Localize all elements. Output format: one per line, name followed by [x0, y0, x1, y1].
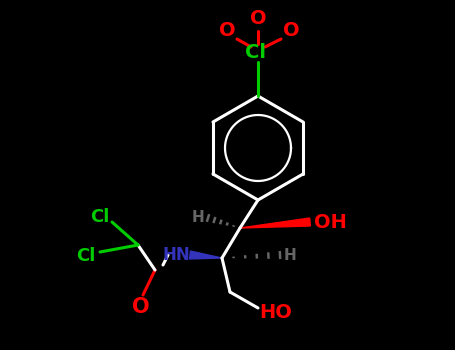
- Text: Cl: Cl: [246, 42, 267, 62]
- Text: OH: OH: [313, 212, 346, 231]
- Text: O: O: [132, 297, 150, 317]
- Text: H: H: [192, 210, 204, 224]
- Text: O: O: [283, 21, 299, 41]
- Text: O: O: [219, 21, 235, 41]
- Text: HO: HO: [259, 302, 293, 322]
- Polygon shape: [190, 251, 222, 259]
- Text: HN: HN: [162, 246, 190, 264]
- Text: Cl: Cl: [90, 208, 110, 226]
- Text: O: O: [250, 8, 266, 28]
- Text: H: H: [283, 247, 296, 262]
- Polygon shape: [240, 218, 310, 228]
- Text: Cl: Cl: [76, 247, 96, 265]
